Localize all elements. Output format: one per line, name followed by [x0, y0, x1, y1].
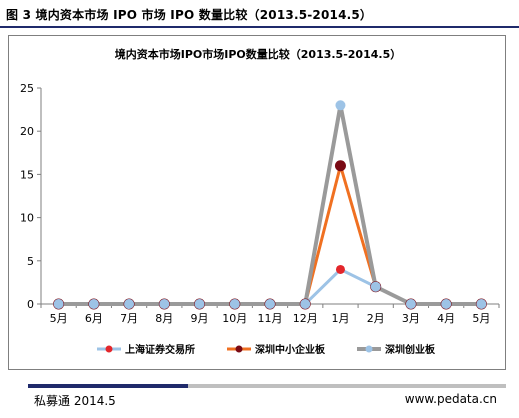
y-tick-label: 15 [20, 168, 34, 181]
y-tick-label: 10 [20, 212, 34, 225]
data-point-2 [300, 299, 310, 309]
x-tick-label: 12月 [293, 312, 318, 325]
data-point-0 [336, 265, 345, 274]
x-tick-label: 8月 [155, 312, 173, 325]
chart-title: 境内资本市场IPO市场IPO数量比较（2013.5-2014.5） [115, 47, 401, 61]
x-tick-label: 6月 [85, 312, 103, 325]
data-point-2 [265, 299, 275, 309]
data-point-2 [441, 299, 451, 309]
data-point-2 [230, 299, 240, 309]
footer-website: www.pedata.cn [405, 392, 497, 406]
y-tick-label: 0 [27, 298, 34, 311]
line-chart: 境内资本市场IPO市场IPO数量比较（2013.5-2014.5） 0 5 10 15… [9, 36, 507, 371]
data-point-2 [406, 299, 416, 309]
y-tick-label: 5 [27, 255, 34, 268]
data-point-2 [335, 100, 345, 110]
data-point-2 [124, 299, 134, 309]
legend-label-2: 深圳创业板 [385, 343, 436, 356]
legend-marker-1 [236, 346, 243, 353]
legend-label-0: 上海证券交易所 [125, 343, 195, 356]
x-tick-label: 11月 [258, 312, 283, 325]
data-point-1 [335, 160, 346, 171]
data-point-2 [371, 282, 381, 292]
x-tick-label: 4月 [437, 312, 455, 325]
series-line-1 [59, 166, 482, 304]
y-tick-label: 25 [20, 82, 34, 95]
x-tick-label: 5月 [472, 312, 490, 325]
data-point-2 [159, 299, 169, 309]
y-tick-label: 20 [20, 125, 34, 138]
legend-marker-0 [106, 346, 113, 353]
legend-label-1: 深圳中小企业板 [255, 343, 326, 356]
x-tick-label: 10月 [222, 312, 247, 325]
x-tick-label: 1月 [331, 312, 349, 325]
data-point-2 [89, 299, 99, 309]
x-tick-label: 3月 [402, 312, 420, 325]
x-tick-label: 2月 [367, 312, 385, 325]
figure-title: 图 3 境内资本市场 IPO 市场 IPO 数量比较（2013.5-2014.5… [6, 6, 372, 23]
data-point-2 [195, 299, 205, 309]
footer-bar-light [188, 384, 506, 388]
footer-source: 私募通 2014.5 [34, 392, 116, 409]
chart-frame: 境内资本市场IPO市场IPO数量比较（2013.5-2014.5） 0 5 10 15… [8, 35, 506, 370]
x-tick-label: 5月 [50, 312, 68, 325]
data-point-2 [54, 299, 64, 309]
x-tick-label: 9月 [191, 312, 209, 325]
series-line-2 [59, 105, 482, 304]
footer-bar-dark [28, 384, 188, 388]
title-rule [0, 26, 519, 28]
legend-marker-2 [366, 346, 373, 353]
data-point-2 [476, 299, 486, 309]
x-tick-label: 7月 [120, 312, 138, 325]
